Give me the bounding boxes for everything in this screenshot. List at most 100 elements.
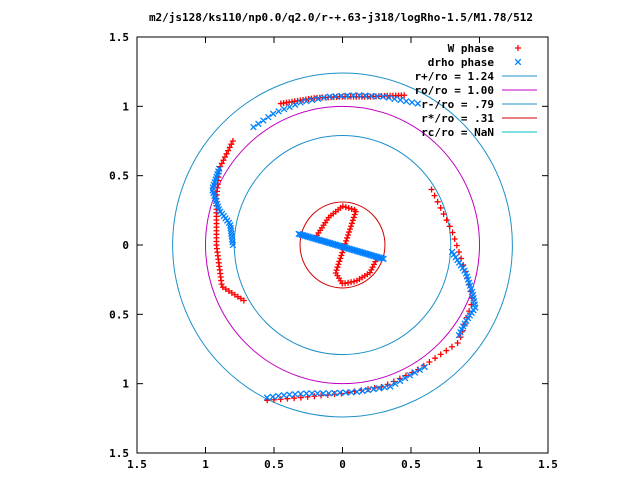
legend-marker-0 (515, 45, 521, 51)
w-phase-point-185 (337, 255, 344, 262)
drho-phase-point-108 (350, 92, 357, 99)
w-phase-point-187 (335, 261, 342, 268)
w-phase-point-44 (401, 92, 408, 99)
w-phase-point-189 (333, 267, 340, 274)
x-tick-label-1: 1 (202, 458, 209, 471)
w-phase-point-88 (222, 286, 229, 293)
drho-phase-point-111 (367, 92, 375, 100)
w-phase-point-165 (342, 204, 349, 211)
x-tick-label-4: 0.5 (401, 458, 421, 471)
w-phase-point-175 (347, 226, 353, 233)
w-phase-point-100 (443, 217, 450, 224)
drho-phase-point-174 (380, 255, 387, 263)
drho-phase-point-29 (229, 241, 237, 249)
drho-phase-point-76 (353, 388, 361, 396)
drho-phase-point-94 (269, 110, 277, 118)
w-phase-point-113 (468, 301, 475, 308)
w-phase-point-123 (432, 355, 439, 362)
drho-phase-point-75 (348, 388, 355, 396)
w-phase-point-101 (446, 223, 453, 230)
w-phase-point-119 (454, 339, 461, 346)
w-phase-point-45 (229, 138, 236, 144)
w-phase-point-198 (351, 278, 358, 285)
drho-phase-point-81 (381, 384, 389, 391)
drho-phase-point-97 (286, 103, 293, 111)
drho-phase-point-95 (275, 108, 282, 115)
w-phase-point-104 (453, 242, 460, 249)
w-phase-point-144 (297, 394, 304, 401)
w-phase-point-89 (225, 287, 232, 294)
drho-phase-point-118 (408, 99, 416, 106)
legend-label-0: W phase (448, 42, 495, 55)
drho-phase-point-62 (275, 392, 282, 400)
drho-phase-point-61 (269, 393, 276, 401)
x-tick-label-5: 1 (476, 458, 483, 471)
drho-phase-point-89 (421, 363, 428, 371)
y-tick-label-3: 0 (122, 239, 129, 252)
circle-0 (172, 72, 513, 418)
w-phase-point-183 (339, 249, 346, 256)
drho-phase-point-98 (291, 101, 299, 108)
drho-phase-point-82 (387, 383, 394, 390)
w-phase-point-50 (221, 154, 228, 161)
w-phase-point-179 (343, 237, 350, 244)
w-phase-point-90 (228, 289, 235, 296)
drho-phase-point-87 (411, 369, 419, 376)
y-tick-label-1: 1 (122, 378, 129, 391)
drho-phase-point-113 (379, 93, 387, 100)
legend-marker-1 (514, 58, 522, 66)
drho-phase-point-64 (286, 391, 293, 398)
w-phase-point-47 (226, 144, 233, 151)
w-phase-point-166 (345, 205, 352, 212)
drho-phase-point-173 (378, 255, 386, 262)
drho-phase-point-71 (325, 390, 333, 397)
drho-phase-point-112 (373, 93, 381, 100)
drho-phase-point-110 (361, 92, 369, 99)
circle-2 (233, 134, 452, 356)
w-phase-point-173 (348, 220, 355, 227)
drho-phase-point-65 (291, 391, 299, 398)
drho-phase-point-72 (331, 389, 338, 397)
x-tick-label-0: 1.5 (127, 458, 147, 471)
drho-phase-point-103 (320, 94, 328, 101)
w-phase-point-92 (234, 293, 241, 300)
drho-phase-point-101 (308, 96, 316, 104)
w-phase-point-105 (455, 249, 462, 256)
w-phase-point-95 (428, 186, 435, 193)
legend-label-2: r+/ro = 1.24 (415, 70, 495, 83)
points-layer (209, 92, 479, 404)
w-phase-point-98 (437, 204, 444, 211)
w-phase-point-124 (426, 358, 433, 365)
drho-phase-point-107 (344, 92, 351, 99)
w-phase-point-96 (431, 192, 438, 199)
drho-phase-point-90 (250, 123, 257, 131)
drho-phase-point-116 (397, 96, 404, 104)
drho-phase-point-109 (356, 92, 363, 99)
w-phase-point-176 (346, 229, 353, 236)
w-phase-point-102 (449, 229, 456, 236)
drho-phase-point-119 (414, 100, 422, 107)
w-phase-point-184 (338, 252, 345, 259)
drho-phase-point-73 (336, 389, 344, 397)
drho-phase-point-96 (280, 105, 288, 113)
drho-phase-point-104 (326, 93, 333, 100)
x-tick-label-3: 0 (339, 458, 346, 471)
drho-phase-point-68 (308, 390, 316, 397)
w-phase-point-178 (344, 234, 351, 241)
legend-label-1: drho phase (428, 56, 495, 69)
y-tick-label-6: 1.5 (109, 31, 129, 44)
w-phase-point-87 (219, 284, 226, 291)
legend-label-6: rc/ro = NaN (421, 126, 494, 139)
legend-label-5: r*/ro = .31 (421, 112, 494, 125)
w-phase-point-120 (448, 343, 455, 350)
drho-phase-point-117 (402, 97, 410, 105)
w-phase-point-51 (220, 157, 227, 164)
drho-phase-point-115 (391, 95, 398, 103)
drho-phase-point-78 (364, 386, 372, 394)
drho-phase-point-105 (332, 93, 339, 100)
drho-phase-point-74 (342, 389, 349, 396)
w-phase-point-94 (240, 297, 247, 304)
drho-phase-point-99 (297, 99, 304, 106)
drho-phase-point-77 (359, 387, 366, 395)
